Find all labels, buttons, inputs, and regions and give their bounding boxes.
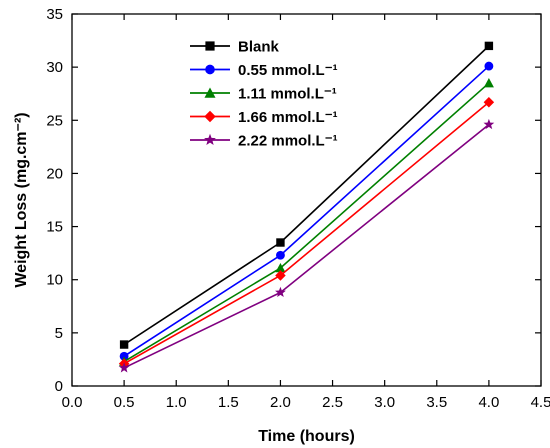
legend-item: 0.55 mmol.L⁻¹ bbox=[190, 62, 338, 79]
x-tick-label: 4.0 bbox=[478, 394, 499, 411]
data-point bbox=[275, 270, 286, 281]
y-tick-label: 35 bbox=[46, 6, 63, 23]
x-tick-label: 3.0 bbox=[374, 394, 395, 411]
data-point bbox=[119, 340, 129, 349]
y-tick-label: 0 bbox=[55, 378, 63, 395]
legend-label: 1.66 mmol.L⁻¹ bbox=[238, 109, 338, 126]
plot-frame bbox=[71, 13, 542, 387]
data-point bbox=[483, 96, 495, 108]
x-tick-label: 0.0 bbox=[62, 394, 83, 411]
legend-label: 0.55 mmol.L⁻¹ bbox=[238, 62, 338, 79]
legend-marker bbox=[205, 64, 215, 75]
x-tick-label: 1.5 bbox=[218, 394, 239, 411]
data-point bbox=[484, 61, 494, 71]
x-tick-label: 3.5 bbox=[426, 394, 447, 411]
y-tick-label: 15 bbox=[46, 219, 63, 236]
y-tick-label: 30 bbox=[46, 59, 63, 76]
y-tick-label: 5 bbox=[55, 325, 63, 342]
x-tick-label: 0.5 bbox=[114, 394, 135, 411]
y-tick-label: 20 bbox=[46, 165, 63, 182]
legend-marker bbox=[204, 110, 216, 123]
x-tick-label: 1.0 bbox=[166, 394, 187, 411]
data-point bbox=[484, 41, 494, 51]
legend-item: Blank bbox=[190, 39, 280, 56]
y-tick-label: 10 bbox=[46, 272, 63, 289]
x-tick-label: 2.0 bbox=[270, 394, 291, 411]
data-point bbox=[483, 78, 494, 88]
data-point bbox=[275, 262, 286, 273]
x-axis-title: Time (hours) bbox=[258, 428, 355, 445]
series-0 bbox=[119, 41, 494, 349]
x-tick-label: 4.5 bbox=[531, 394, 550, 411]
x-tick-label: 2.5 bbox=[322, 394, 343, 411]
legend-label: 1.11 mmol.L⁻¹ bbox=[238, 86, 337, 103]
y-axis-title: Weight Loss (mg.cm⁻²) bbox=[13, 112, 30, 287]
legend-item: 1.66 mmol.L⁻¹ bbox=[190, 109, 338, 126]
series-1 bbox=[119, 61, 494, 361]
y-tick-label: 25 bbox=[46, 112, 63, 129]
legend-item: 1.11 mmol.L⁻¹ bbox=[190, 86, 337, 103]
legend-label: Blank bbox=[238, 39, 280, 56]
legend-item: 2.22 mmol.L⁻¹ bbox=[190, 133, 338, 150]
data-point bbox=[276, 250, 285, 260]
data-point bbox=[276, 238, 285, 247]
data-point bbox=[483, 118, 495, 130]
legend-marker bbox=[204, 133, 216, 146]
series-4 bbox=[118, 118, 495, 373]
legend-marker bbox=[205, 41, 215, 51]
data-point bbox=[275, 286, 286, 298]
data-point bbox=[118, 362, 130, 373]
legend-marker bbox=[204, 87, 216, 98]
data-point bbox=[119, 351, 129, 361]
legend-label: 2.22 mmol.L⁻¹ bbox=[238, 133, 338, 150]
